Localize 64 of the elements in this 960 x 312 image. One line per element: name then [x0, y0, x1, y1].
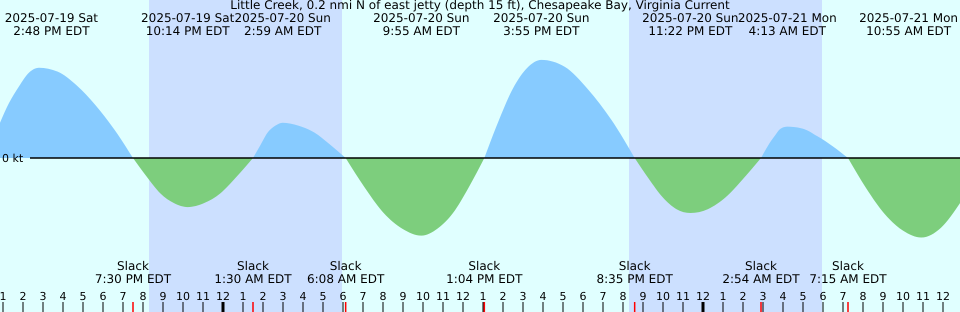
x-tick-label: 6: [580, 290, 586, 303]
x-tick-label: 9: [160, 290, 166, 303]
x-tick-label: 3: [760, 290, 766, 303]
text: 2025-07-19 Sat 2:48 PM EDT: [4, 11, 100, 38]
x-tick-label: 6: [820, 290, 826, 303]
x-tick-label: 4: [540, 290, 546, 303]
chart-title: Little Creek, 0.2 nmi N of east jetty (depth 15 ft), Chesapeake Bay, Virginia Current: [229, 0, 731, 12]
x-tick-label: 1: [240, 290, 246, 303]
text: 2025-07-20 Sun 9:55 AM EDT: [372, 11, 470, 38]
x-tick-label: 9: [880, 290, 886, 303]
text: Slack 1:30 AM EDT: [213, 259, 293, 286]
x-tick-label: 7: [120, 290, 126, 303]
x-tick-label: 1: [0, 290, 6, 303]
text: 2025-07-21 Mon 4:13 AM EDT: [738, 11, 838, 38]
x-tick-label: 3: [280, 290, 286, 303]
text: 2025-07-20 Sun 3:55 PM EDT: [492, 11, 590, 38]
x-tick-label: 2: [260, 290, 266, 303]
x-tick-label: 5: [800, 290, 806, 303]
x-tick-label: 10: [896, 290, 910, 303]
x-tick-label: 11: [196, 290, 210, 303]
ref-line-label: 0 kt: [2, 152, 24, 166]
x-tick-label: 10: [416, 290, 430, 303]
x-tick-label: 12: [696, 290, 710, 303]
x-tick-label: 6: [100, 290, 106, 303]
x-tick-label: 2: [20, 290, 26, 303]
text: Slack 2:54 AM EDT: [721, 259, 801, 286]
x-tick-label: 10: [176, 290, 190, 303]
x-tick-label: 7: [840, 290, 846, 303]
x-tick-label: 9: [640, 290, 646, 303]
text: 2025-07-20 Sun 2:59 AM EDT: [234, 11, 332, 38]
x-tick-label: 12: [216, 290, 230, 303]
x-tick-label: 3: [520, 290, 526, 303]
x-tick-label: 11: [436, 290, 450, 303]
x-tick-label: 4: [780, 290, 786, 303]
text: 2025-07-21 Mon 10:55 AM EDT: [858, 11, 959, 38]
x-tick-label: 4: [60, 290, 66, 303]
x-tick-label: 12: [456, 290, 470, 303]
text: Slack 8:35 PM EDT: [595, 259, 674, 286]
x-tick-label: 12: [936, 290, 950, 303]
x-tick-label: 5: [320, 290, 326, 303]
x-tick-label: 8: [380, 290, 386, 303]
x-tick-label: 1: [720, 290, 726, 303]
x-tick-label: 8: [860, 290, 866, 303]
x-tick-label: 10: [656, 290, 670, 303]
text: 2025-07-20 Sun 11:22 PM EDT: [642, 11, 739, 38]
x-tick-label: 9: [400, 290, 406, 303]
x-tick-label: 5: [80, 290, 86, 303]
x-tick-label: 8: [620, 290, 626, 303]
x-tick-label: 4: [300, 290, 306, 303]
x-tick-label: 8: [140, 290, 146, 303]
text: Slack 1:04 PM EDT: [445, 259, 524, 286]
text: Slack 6:08 AM EDT: [306, 259, 386, 286]
x-tick-label: 2: [500, 290, 506, 303]
x-tick-label: 3: [40, 290, 46, 303]
text: Slack 7:30 PM EDT: [94, 259, 172, 286]
x-tick-label: 5: [560, 290, 566, 303]
x-tick-label: 1: [480, 290, 486, 303]
x-tick-label: 7: [600, 290, 606, 303]
text: Slack 7:15 AM EDT: [808, 259, 888, 286]
x-tick-label: 2: [740, 290, 746, 303]
x-tick-label: 11: [676, 290, 690, 303]
x-tick-label: 7: [360, 290, 366, 303]
x-tick-label: 11: [916, 290, 930, 303]
x-tick-label: 6: [340, 290, 346, 303]
